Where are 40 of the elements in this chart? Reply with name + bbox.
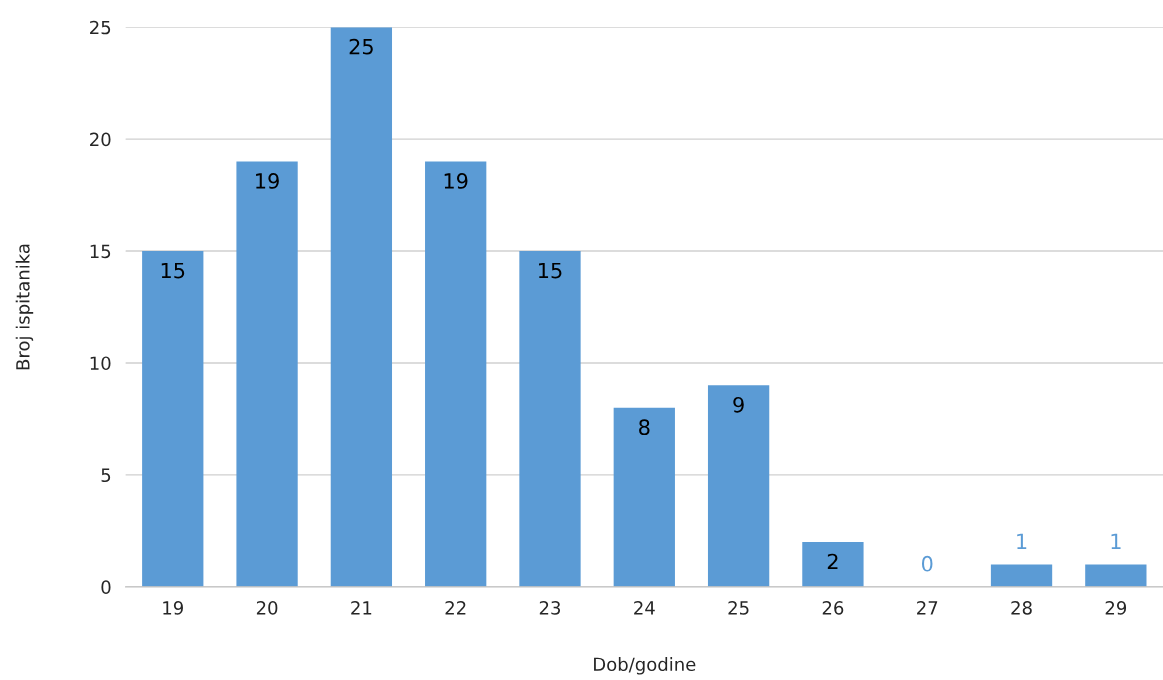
y-tick-label: 25 bbox=[90, 20, 111, 35]
bar bbox=[1085, 564, 1147, 587]
bar bbox=[802, 542, 864, 587]
data-label: 15 bbox=[161, 262, 185, 279]
x-tick-label: 20 bbox=[256, 601, 278, 615]
bar bbox=[330, 27, 393, 587]
data-label: 15 bbox=[539, 262, 562, 279]
bar bbox=[519, 251, 581, 587]
y-tick-label: 15 bbox=[90, 244, 111, 259]
x-axis-title: Dob/godine bbox=[594, 657, 696, 675]
x-tick-label: 19 bbox=[163, 601, 183, 615]
bar bbox=[425, 161, 487, 587]
data-label: 2 bbox=[827, 553, 838, 570]
data-label: 1 bbox=[1111, 533, 1121, 549]
bar bbox=[707, 385, 770, 587]
y-tick-label: 20 bbox=[90, 132, 111, 147]
y-tick-label: 10 bbox=[90, 356, 111, 371]
data-label: 19 bbox=[444, 173, 468, 189]
data-label: 25 bbox=[349, 38, 373, 55]
data-label: 0 bbox=[921, 555, 933, 572]
bar bbox=[236, 161, 298, 587]
x-tick-label: 26 bbox=[822, 601, 844, 615]
y-axis-title: Broj ispitanika bbox=[15, 244, 34, 370]
bar bbox=[613, 407, 675, 587]
bar bbox=[990, 564, 1053, 587]
x-tick-label: 22 bbox=[445, 601, 466, 615]
y-tick-label: 5 bbox=[101, 468, 111, 483]
x-tick-label: 28 bbox=[1011, 601, 1032, 615]
x-tick-label: 21 bbox=[351, 601, 372, 615]
x-tick-label: 27 bbox=[917, 601, 938, 615]
data-label: 19 bbox=[256, 173, 279, 189]
x-tick-label: 24 bbox=[634, 601, 655, 615]
data-label: 8 bbox=[639, 419, 650, 436]
x-tick-label: 29 bbox=[1105, 601, 1127, 615]
bar bbox=[142, 251, 204, 587]
x-tick-label: 25 bbox=[728, 601, 749, 615]
data-label: 9 bbox=[733, 396, 744, 413]
x-tick-label: 23 bbox=[539, 601, 561, 615]
data-label: 1 bbox=[1017, 533, 1027, 549]
y-tick-label: 0 bbox=[101, 580, 111, 594]
